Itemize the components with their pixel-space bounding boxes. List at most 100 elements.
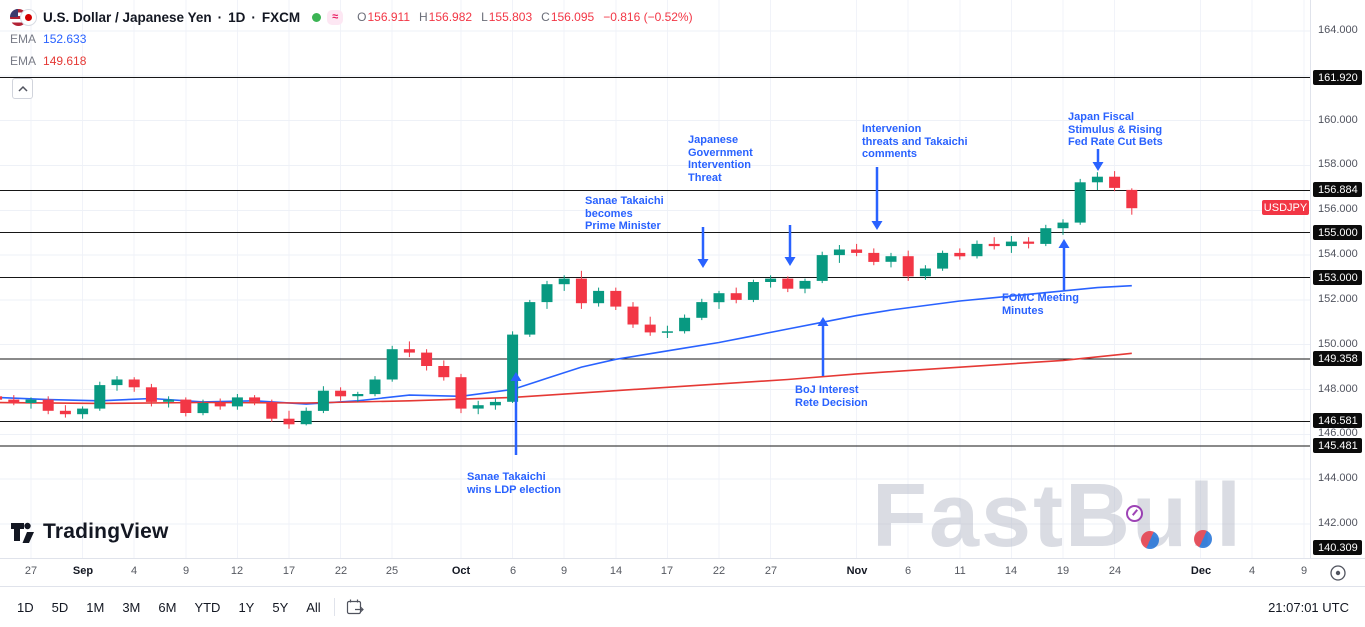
fastbull-logo-icon <box>1194 530 1212 548</box>
range-button-1m[interactable]: 1M <box>77 594 113 621</box>
range-button-6m[interactable]: 6M <box>149 594 185 621</box>
usdjpy-flags-icon <box>10 8 37 26</box>
utc-clock[interactable]: 21:07:01 UTC <box>1268 599 1349 615</box>
price-axis-label: 156.000 <box>1318 203 1358 215</box>
open-value: 156.911 <box>367 10 411 24</box>
price-axis-label: 160.000 <box>1318 114 1358 126</box>
tradingview-logo[interactable]: TradingView <box>10 520 169 544</box>
candle <box>283 410 295 429</box>
candle <box>59 405 71 418</box>
price-axis-label: 154.000 <box>1318 248 1358 260</box>
range-button-3m[interactable]: 3M <box>113 594 149 621</box>
bottom-toolbar: 1D 5D 1M 3M 6M YTD 1Y 5Y All 21:07:01 UTC <box>0 587 1365 627</box>
market-status-icon[interactable] <box>312 12 322 22</box>
chart-pane[interactable]: FastBull Sanae Takaichi wins LDP election… <box>0 0 1310 558</box>
time-axis-label: 6 <box>904 565 912 577</box>
time-axis-label: 25 <box>385 565 399 577</box>
range-button-5y[interactable]: 5Y <box>263 594 297 621</box>
price-level-badge: 155.000 <box>1313 225 1362 240</box>
high-value: 156.982 <box>428 10 473 24</box>
candle-series <box>0 171 1138 429</box>
candle <box>782 276 794 293</box>
time-axis-label: 14 <box>1004 565 1018 577</box>
high-label: H <box>419 10 428 24</box>
timeframe-label[interactable]: 1D <box>228 9 246 25</box>
price-level-badge: 146.581 <box>1313 413 1362 428</box>
candle <box>1057 219 1069 235</box>
time-axis-label: 9 <box>182 565 190 577</box>
go-to-date-button[interactable] <box>343 596 367 619</box>
annotation-arrow[interactable] <box>697 227 709 268</box>
candle <box>42 396 54 415</box>
candle <box>902 250 914 281</box>
time-axis-divider <box>0 558 1365 559</box>
axis-corner <box>1311 559 1365 586</box>
range-button-1y[interactable]: 1Y <box>229 594 263 621</box>
candle <box>747 279 759 303</box>
price-level-badge: 149.358 <box>1313 351 1362 366</box>
candlestick-chart[interactable] <box>0 0 1310 558</box>
candle <box>627 302 639 328</box>
candle <box>919 265 931 280</box>
fastbull-logo-icon <box>1141 531 1159 549</box>
time-axis-label: Dec <box>1190 565 1212 577</box>
time-axis-label: 9 <box>1300 565 1308 577</box>
candle <box>661 325 673 338</box>
indicator-row-ema-2[interactable]: EMA 149.618 <box>10 50 693 72</box>
annotation-arrow[interactable] <box>871 167 883 230</box>
candle <box>25 397 37 409</box>
indicator-row-ema-1[interactable]: EMA 152.633 <box>10 28 693 50</box>
candle <box>300 407 312 426</box>
annotation-arrow[interactable] <box>1092 149 1104 171</box>
candle <box>180 397 192 417</box>
price-axis-divider <box>1310 0 1311 558</box>
candle <box>1126 188 1138 215</box>
candle <box>713 290 725 309</box>
annotation-arrow[interactable] <box>1058 239 1070 290</box>
candle <box>214 398 226 410</box>
time-axis[interactable]: 27 Sep 4 9 12 17 22 25 Oct 6 9 14 17 22 27 Nov 6 11 14 19 24… <box>0 559 1310 586</box>
ema-red-line[interactable] <box>0 352 1132 405</box>
price-axis-label: 144.000 <box>1318 472 1358 484</box>
candle <box>610 287 622 310</box>
indicator-value: 152.633 <box>43 32 87 46</box>
collapse-panel-button[interactable] <box>12 78 33 99</box>
candle <box>541 280 553 309</box>
indicator-label: EMA <box>10 54 37 68</box>
time-axis-label: Oct <box>451 565 471 577</box>
candle <box>403 341 415 358</box>
time-axis-label: 12 <box>230 565 244 577</box>
annotation-arrow[interactable] <box>817 317 829 376</box>
price-axis-label: 142.000 <box>1318 517 1358 529</box>
range-button-5d[interactable]: 5D <box>43 594 78 621</box>
crosshair-target-icon[interactable] <box>1329 564 1347 582</box>
annotation-arrow[interactable] <box>784 225 796 266</box>
candle <box>386 345 398 382</box>
candle <box>266 399 278 422</box>
time-axis-label: Sep <box>72 565 94 577</box>
time-axis-label: 17 <box>660 565 674 577</box>
annotation-arrow[interactable] <box>510 372 522 455</box>
delayed-data-icon[interactable]: ≈ <box>327 9 344 25</box>
time-axis-label: 27 <box>24 565 38 577</box>
exchange-label[interactable]: FXCM <box>261 9 301 25</box>
time-axis-label: 6 <box>509 565 517 577</box>
range-button-ytd[interactable]: YTD <box>185 594 229 621</box>
indicator-label: EMA <box>10 32 37 46</box>
range-button-all[interactable]: All <box>297 594 329 621</box>
grid-lines <box>0 0 1310 558</box>
price-level-lines[interactable] <box>0 77 1310 558</box>
candle <box>163 396 175 408</box>
candle <box>575 270 587 309</box>
price-axis[interactable]: 164.000 160.000 158.000 156.000 154.000 152.0… <box>1311 0 1365 558</box>
range-selector: 1D 5D 1M 3M 6M YTD 1Y 5Y All <box>8 594 330 621</box>
indicator-value: 149.618 <box>43 54 87 68</box>
range-button-1d[interactable]: 1D <box>8 594 43 621</box>
candle <box>851 243 863 257</box>
time-axis-label: 4 <box>1248 565 1256 577</box>
tradingview-logo-text: TradingView <box>43 520 169 543</box>
candle <box>765 275 777 288</box>
candle <box>335 387 347 401</box>
symbol-title[interactable]: U.S. Dollar / Japanese Yen <box>43 9 212 25</box>
